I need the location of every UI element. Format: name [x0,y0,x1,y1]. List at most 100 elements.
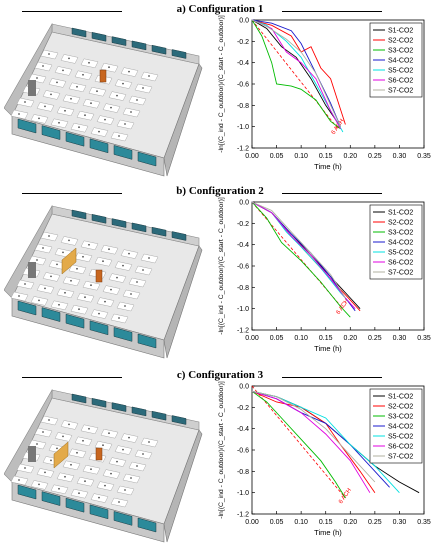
y-axis-label: -ln[(C_ind - C_outdoor)/(C_start - C_out… [218,15,225,153]
y-tick-label: -1.0 [237,490,249,497]
x-tick-label: 0.30 [393,153,407,160]
x-axis-label: Time (h) [314,528,342,537]
seat-marker [24,101,26,103]
legend-entry: S2-CO2 [388,220,413,227]
seat-marker [118,501,120,503]
y-tick-label: -1.0 [237,124,249,131]
legend-entry: S5-CO2 [388,250,413,257]
seat-marker [102,260,104,263]
seat-marker [90,468,92,471]
seat-marker [64,109,66,112]
right-wall [163,429,203,543]
legend-entry: S6-CO2 [388,78,413,85]
seat-marker [130,111,132,113]
x-tick-label: 0.35 [417,335,431,342]
seat-marker [124,305,126,307]
seat-marker [118,135,120,137]
seat-marker [50,459,52,462]
seat-marker [42,431,44,433]
seat-marker [44,287,46,290]
x-tick-label: 0.05 [270,519,284,526]
decay-chart: 0.00 0.05 0.10 0.15 0.20 0.25 0.30 0.35 0.0 -0.2 -… [214,14,434,179]
seat-marker [78,308,80,311]
title-rule-right [282,11,382,12]
x-tick-label: 0.10 [294,153,308,160]
seat-marker [44,471,46,474]
legend-entry: S3-CO2 [388,414,413,421]
wall-board [53,441,69,469]
window-front [65,131,85,147]
seat-marker [62,435,64,438]
legend-entry: S3-CO2 [388,48,413,55]
seat-marker [56,447,58,450]
title-rule-left [22,11,122,12]
y-axis-label: -ln[(C_ind - C_outdoor)/(C_start - C_out… [218,381,225,519]
seat-marker [78,126,80,129]
right-wall [163,63,203,177]
window-back [111,36,127,46]
seat-marker [38,299,40,302]
seat-marker [18,479,20,481]
y-tick-label: -1.2 [237,328,249,335]
seat-marker [84,296,86,299]
window-back [151,44,167,55]
y-axis-label: -ln[(C_ind - C_outdoor)/(C_start - C_out… [218,197,225,335]
x-tick-label: 0.10 [294,519,308,526]
legend-entry: S6-CO2 [388,444,413,451]
room-svg [3,22,203,177]
seat-marker [108,66,110,69]
seat-marker [18,113,20,115]
y-tick-label: -1.2 [237,512,249,519]
y-tick-label: -1.2 [237,146,249,153]
y-tick-label: -0.2 [237,405,249,412]
window-back [151,410,167,421]
left-wall [3,388,53,483]
seat-marker [58,303,60,306]
seat-marker [142,269,144,271]
window-front [65,313,85,329]
seat-marker [130,293,132,295]
seat-marker [50,93,52,96]
room-svg [3,388,203,543]
seat-marker [38,117,40,120]
panel-title: a) Configuration 1 [176,3,264,15]
seat-marker [96,90,98,93]
seat-marker [98,130,100,133]
series-line-s3-co2 [251,390,346,499]
window-front [17,484,37,500]
y-tick-label: -0.6 [237,264,249,271]
legend-box [369,204,423,280]
classroom-3d-illustration [3,384,209,549]
window-front [113,511,133,526]
legend-entry: S6-CO2 [388,260,413,267]
seat-marker [56,263,58,266]
seat-marker [122,448,124,451]
series-line-s7-co2 [251,19,341,127]
x-tick-label: 0.00 [245,519,259,526]
seat-marker [108,248,110,251]
legend-entry: S2-CO2 [388,38,413,45]
window-back [91,397,107,408]
x-tick-label: 0.30 [393,335,407,342]
seat-marker [58,121,60,124]
seat-marker [68,239,70,242]
legend-entry: S1-CO2 [388,210,413,217]
y-tick-label: 0.0 [239,384,249,391]
seat-marker [124,123,126,125]
x-tick-label: 0.10 [294,335,308,342]
decay-chart: 0.00 0.05 0.10 0.15 0.20 0.25 0.30 0.35 0.0 -0.2 -… [214,196,434,361]
seat-marker [128,70,130,73]
window-back [111,218,127,228]
seat-marker [24,283,26,285]
window-front [137,151,157,167]
y-tick-label: -0.4 [237,242,249,249]
window-front [41,491,61,506]
seat-marker [38,483,40,486]
y-tick-label: -0.6 [237,82,249,89]
reference-line-6ach [251,19,339,130]
window-back [71,27,87,38]
window-back [71,393,87,404]
title-rule-right [282,377,382,378]
x-axis-label: Time (h) [314,344,342,353]
window-back [91,213,107,224]
